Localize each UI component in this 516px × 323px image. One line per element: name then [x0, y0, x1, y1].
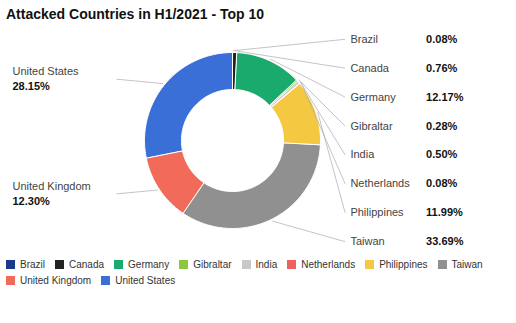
svg-text:0.08%: 0.08% — [426, 177, 457, 189]
svg-text:Brazil: Brazil — [350, 33, 378, 45]
svg-text:Netherlands: Netherlands — [350, 177, 410, 189]
svg-text:0.08%: 0.08% — [426, 33, 457, 45]
svg-text:0.50%: 0.50% — [426, 148, 457, 160]
svg-text:0.28%: 0.28% — [426, 120, 457, 132]
svg-text:Germany: Germany — [350, 91, 396, 103]
svg-text:United States: United States — [13, 65, 80, 77]
svg-text:12.30%: 12.30% — [13, 195, 51, 207]
svg-text:India: India — [350, 148, 375, 160]
svg-text:Philippines: Philippines — [350, 206, 404, 218]
svg-text:United Kingdom: United Kingdom — [13, 180, 91, 192]
svg-text:Taiwan: Taiwan — [350, 235, 384, 247]
svg-text:11.99%: 11.99% — [426, 206, 463, 218]
html-text:India: India — [255, 258, 278, 270]
html-text:Brazil: Brazil — [20, 258, 45, 270]
svg-text:28.15%: 28.15% — [13, 80, 51, 92]
svg-text:0.76%: 0.76% — [426, 62, 457, 74]
html-text:Attacked Countries in H1/2021: Attacked Countries in H1/2021 - Top 10 — [6, 6, 264, 22]
svg-text:12.17%: 12.17% — [426, 91, 464, 103]
html-text:Gibraltar: Gibraltar — [193, 258, 232, 270]
svg-text:Canada: Canada — [350, 62, 389, 74]
svg-text:33.69%: 33.69% — [426, 235, 464, 247]
html-text:Netherlands: Netherlands — [301, 258, 356, 270]
svg-text:Gibraltar: Gibraltar — [350, 120, 393, 132]
html-text:Canada: Canada — [69, 258, 104, 270]
html-text:Germany: Germany — [128, 258, 170, 270]
html-text:Taiwan: Taiwan — [451, 258, 483, 270]
html-text:United Kingdom: United Kingdom — [20, 275, 92, 287]
html-text:Philippines: Philippines — [379, 258, 428, 270]
html-text:United States: United States — [115, 275, 176, 287]
